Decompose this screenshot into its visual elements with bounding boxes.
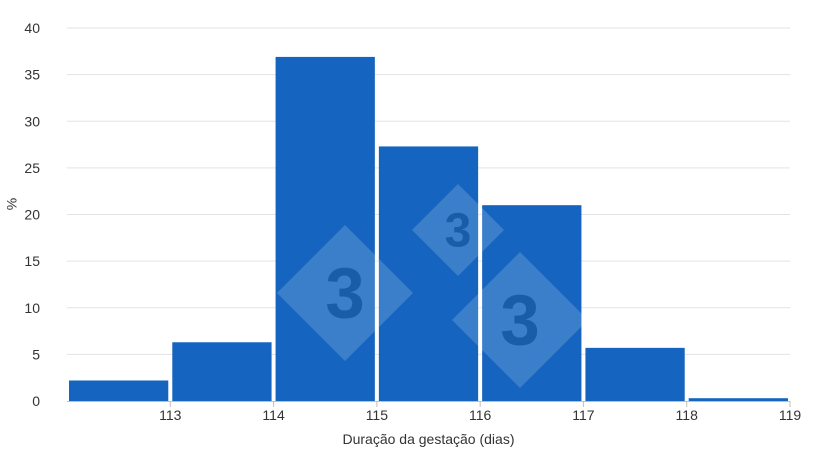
y-tick-label-40: 40 xyxy=(24,20,40,36)
y-tick-label-15: 15 xyxy=(24,253,40,269)
x-tick-label-117: 117 xyxy=(572,407,595,423)
x-tick-labels: 113 114 115 116 117 118 119 xyxy=(159,401,801,423)
bar-115-116 xyxy=(378,146,479,401)
y-tick-label-10: 10 xyxy=(24,300,40,316)
svg-text:3: 3 xyxy=(445,205,472,258)
x-tick-label-115: 115 xyxy=(366,407,389,423)
y-tick-label-30: 30 xyxy=(24,113,40,129)
bar-113-114 xyxy=(172,342,272,401)
y-tick-label-35: 35 xyxy=(24,67,40,83)
watermark-diamond-1: 3 xyxy=(277,225,413,361)
x-tick-label-116: 116 xyxy=(469,407,492,423)
y-tick-label-5: 5 xyxy=(32,346,40,362)
y-tick-label-25: 25 xyxy=(24,160,40,176)
y-tick-label-20: 20 xyxy=(24,207,40,223)
bar-117-118 xyxy=(585,347,685,401)
x-tick-label-119: 119 xyxy=(779,407,802,423)
bar-116-117 xyxy=(482,205,582,401)
x-tick-label-118: 118 xyxy=(676,407,699,423)
x-tick-label-114: 114 xyxy=(262,407,285,423)
y-tick-labels: 0 5 10 15 20 25 30 35 40 xyxy=(24,20,40,409)
bar-118-119 xyxy=(688,398,788,401)
bar-114-115 xyxy=(275,56,375,401)
x-axis-title: Duração da gestação (dias) xyxy=(343,431,515,447)
x-tick-label-113: 113 xyxy=(159,407,182,423)
svg-text:3: 3 xyxy=(325,254,365,333)
y-tick-label-0: 0 xyxy=(32,393,40,409)
bar-112-113 xyxy=(69,380,169,401)
watermark-diamond-2: 3 xyxy=(412,184,504,276)
svg-text:3: 3 xyxy=(500,281,540,360)
bars xyxy=(69,56,788,401)
y-axis-title: % xyxy=(4,198,20,210)
watermark-logo: 333 xyxy=(277,184,588,388)
watermark-diamond-3: 3 xyxy=(452,252,588,388)
